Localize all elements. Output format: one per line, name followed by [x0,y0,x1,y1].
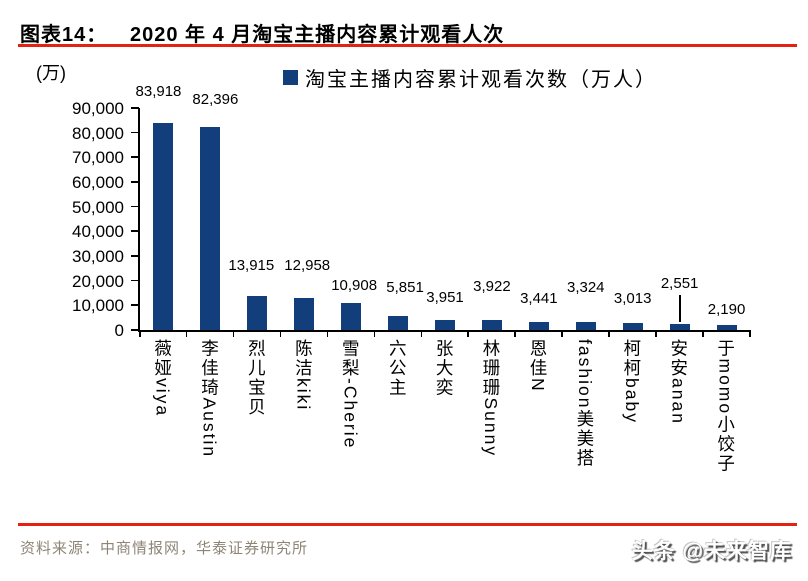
value-label: 82,396 [192,91,239,108]
value-label: 2,551 [660,275,699,292]
value-label: 2,190 [707,301,746,318]
x-tick [749,330,751,337]
y-axis-unit-label: (万) [36,63,66,83]
bar [200,126,221,330]
x-tick [467,330,469,337]
chart-legend: 淘宝主播内容累计观看次数（万人） [283,63,657,92]
bottom-rule [18,523,797,526]
x-tick [185,330,188,337]
figure-tag: 图表14： [20,24,108,46]
value-label: 10,908 [331,277,378,294]
value-label: 83,918 [135,83,182,100]
y-tick-label: 90,000 [72,99,124,118]
bar [247,295,268,330]
category-label: 烈儿宝贝 [246,339,267,417]
x-tick [326,330,329,337]
x-tick [279,330,282,337]
legend-swatch-icon [283,70,298,85]
y-axis [138,108,140,332]
category-label: 于momo小饺子 [715,339,736,474]
y-tick-label: 80,000 [72,123,124,143]
bar [388,315,409,330]
category-label: 柯柯baby [621,339,642,424]
value-label: 3,441 [520,290,558,307]
x-tick [139,330,141,337]
value-label: 12,958 [284,257,331,274]
top-rule [18,44,797,47]
y-tick-label: 20,000 [72,271,124,291]
category-label: 恩佳N [527,339,548,393]
y-tick-label: 10,000 [72,296,124,316]
category-label: 六公主 [387,339,408,398]
value-label: 3,013 [613,290,652,307]
category-label: 薇娅viya [152,339,173,418]
y-tick-label: 70,000 [72,148,124,168]
y-tick [131,304,139,306]
value-label: 3,922 [473,278,511,295]
y-tick [131,205,139,208]
x-tick [232,330,235,337]
source-note: 资料来源：中商情报网，华泰证券研究所 [20,540,309,557]
y-tick [131,131,139,134]
x-tick [420,330,423,337]
bar [669,323,690,330]
value-label: 5,851 [386,279,424,296]
bar [294,298,315,330]
bar [435,320,455,330]
bar [575,321,596,330]
y-tick [131,107,139,109]
category-label: 陈洁kiki [293,339,314,412]
x-tick [608,330,610,337]
x-tick [514,330,516,337]
y-tick-label: 60,000 [72,173,124,192]
y-tick [131,329,139,331]
bar [622,322,643,330]
y-tick-label: 0 [114,321,124,340]
label-leader-line [679,295,681,322]
y-tick-label: 30,000 [72,247,124,266]
y-tick [131,279,139,282]
y-tick [131,181,139,183]
figure-title: 2020 年 4 月淘宝主播内容累计观看人次 [130,24,505,46]
bar [341,303,362,330]
value-label: 3,324 [566,279,605,296]
bar [528,321,549,330]
x-axis [138,330,751,332]
category-label: 雪梨-Cherie [340,339,361,450]
category-label: fashion美美搭 [574,339,595,468]
value-label: 13,915 [228,257,275,274]
category-label: 李佳琦Austin [199,339,220,459]
y-tick-label: 40,000 [72,222,124,242]
bar [153,123,174,330]
bar [716,324,737,330]
legend-label: 淘宝主播内容累计观看次数（万人） [305,69,657,91]
y-tick [131,255,139,257]
y-tick [131,156,139,158]
value-label: 3,951 [426,289,464,306]
bar [481,320,502,330]
y-tick-label: 50,000 [72,197,124,217]
category-label: 张大奕 [434,339,455,398]
category-label: 安安anan [668,339,689,425]
x-tick [702,330,704,337]
x-tick [655,330,657,337]
x-tick [373,330,376,337]
watermark: 头条 @未来智库 [631,540,792,563]
y-tick [131,230,139,232]
category-label: 林珊珊Sunny [481,339,502,458]
x-tick [561,330,563,337]
